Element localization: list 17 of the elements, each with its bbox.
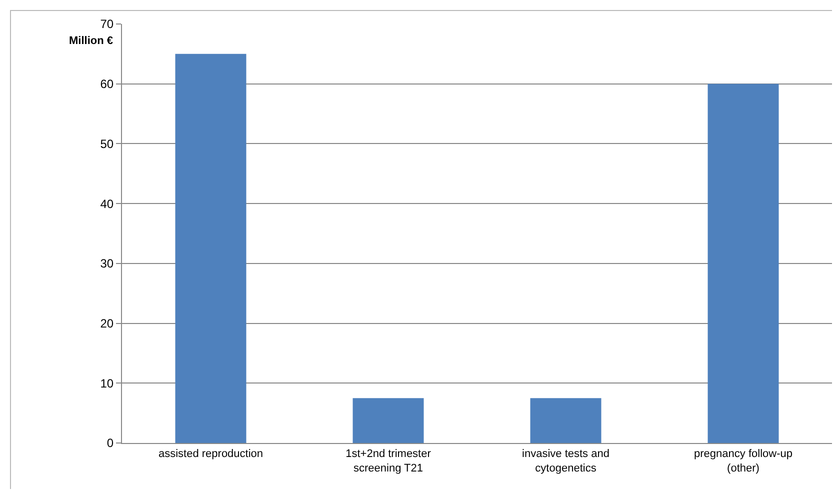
- y-tick-label: 40: [100, 196, 114, 211]
- x-tick-label: 1st+2nd trimester screening T21: [346, 448, 432, 474]
- y-tick-label: 10: [100, 376, 114, 390]
- y-tick-label: 20: [100, 316, 114, 330]
- x-tick-label: pregnancy follow-up (other): [694, 448, 792, 474]
- y-tick-label: 0: [106, 436, 114, 450]
- bar: [530, 398, 602, 443]
- x-tick-label: invasive tests and cytogenetics: [522, 448, 610, 474]
- y-tick-label: 70: [100, 17, 114, 32]
- y-tick-label: 50: [100, 136, 114, 151]
- x-tick-label: assisted reproduction: [158, 448, 264, 460]
- bar: [708, 84, 779, 443]
- bar: [352, 398, 424, 443]
- y-tick-label: 30: [100, 256, 114, 271]
- y-tick-label: 60: [100, 77, 114, 92]
- y-axis-title: Million €: [69, 35, 113, 47]
- bar: [175, 54, 246, 443]
